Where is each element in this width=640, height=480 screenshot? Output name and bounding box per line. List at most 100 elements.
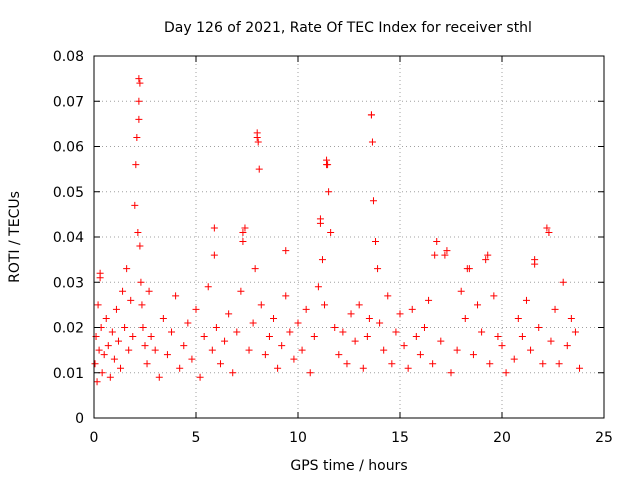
data-point	[102, 314, 110, 322]
data-point	[253, 129, 261, 137]
data-point	[155, 373, 163, 381]
data-point	[134, 228, 142, 236]
y-tick-labels: 0 0.01 0.02 0.03 0.04 0.05 0.06 0.07 0.08	[53, 49, 84, 427]
data-point	[265, 333, 273, 341]
data-point	[351, 337, 359, 345]
data-point	[543, 224, 551, 232]
data-point	[131, 201, 139, 209]
grid-lines	[94, 56, 604, 418]
data-point	[132, 161, 140, 169]
x-tick-label: 20	[493, 430, 511, 446]
data-point	[551, 305, 559, 313]
data-point	[127, 296, 135, 304]
x-tick-label: 15	[391, 430, 409, 446]
data-point	[502, 369, 510, 377]
data-point	[245, 346, 253, 354]
data-point	[96, 274, 104, 282]
data-point	[437, 337, 445, 345]
data-point	[136, 242, 144, 250]
x-axis-label: GPS time / hours	[290, 458, 407, 474]
data-point	[478, 328, 486, 336]
y-tick-label: 0.08	[53, 49, 84, 65]
data-point	[474, 301, 482, 309]
data-point	[443, 247, 451, 255]
data-point	[559, 278, 567, 286]
data-point	[325, 188, 333, 196]
data-point	[229, 369, 237, 377]
data-point	[249, 319, 257, 327]
data-point	[363, 333, 371, 341]
data-point	[372, 238, 380, 246]
x-tick-labels: 0 5 10 15 20 25	[90, 430, 613, 446]
data-point	[135, 115, 143, 123]
data-point	[321, 301, 329, 309]
data-point	[490, 292, 498, 300]
data-point	[91, 360, 99, 368]
data-point	[339, 328, 347, 336]
data-point	[137, 278, 145, 286]
data-point	[547, 337, 555, 345]
data-point	[172, 292, 180, 300]
data-point	[135, 97, 143, 105]
data-point	[310, 333, 318, 341]
data-point	[302, 305, 310, 313]
data-point	[335, 351, 343, 359]
data-point	[412, 333, 420, 341]
data-point	[498, 342, 506, 350]
data-point	[290, 355, 298, 363]
data-point	[95, 346, 103, 354]
data-point	[323, 156, 331, 164]
data-point	[539, 360, 547, 368]
data-point	[210, 251, 218, 259]
data-point	[380, 346, 388, 354]
y-tick-label: 0.05	[53, 185, 84, 201]
data-point	[441, 251, 449, 259]
data-point	[117, 364, 125, 372]
data-point	[159, 314, 167, 322]
data-point	[469, 351, 477, 359]
data-point	[125, 346, 133, 354]
data-point	[114, 337, 122, 345]
data-point	[510, 355, 518, 363]
data-point	[239, 238, 247, 246]
data-point	[212, 324, 220, 331]
y-axis-label: ROTI / TECUs	[7, 191, 23, 283]
data-point	[384, 292, 392, 300]
data-point	[210, 224, 218, 232]
data-point	[208, 346, 216, 354]
data-point	[282, 247, 290, 255]
data-point	[254, 138, 262, 146]
data-point	[416, 351, 424, 359]
data-point	[94, 301, 102, 309]
data-point	[145, 287, 153, 295]
data-point	[429, 360, 437, 368]
data-point	[369, 197, 377, 205]
x-tick-label: 25	[595, 430, 613, 446]
data-point	[331, 324, 339, 331]
data-point	[368, 138, 376, 146]
data-point	[298, 346, 306, 354]
data-point	[461, 314, 469, 322]
x-tick-label: 0	[90, 430, 99, 446]
y-tick-label: 0.04	[53, 230, 84, 246]
data-point	[408, 305, 416, 313]
data-point	[306, 369, 314, 377]
data-point	[314, 283, 322, 291]
y-tick-label: 0.06	[53, 140, 84, 156]
data-point	[343, 360, 351, 368]
data-point	[237, 287, 245, 295]
data-point	[457, 287, 465, 295]
data-point	[453, 346, 461, 354]
data-point	[133, 133, 141, 141]
data-point	[535, 324, 543, 331]
data-point	[204, 283, 212, 291]
data-point	[255, 165, 263, 173]
data-point	[576, 364, 584, 372]
data-point	[324, 161, 332, 169]
data-point	[404, 364, 412, 372]
data-point	[108, 328, 116, 336]
data-point	[176, 364, 184, 372]
data-point	[112, 305, 120, 313]
data-point	[147, 333, 155, 341]
data-point	[184, 319, 192, 327]
